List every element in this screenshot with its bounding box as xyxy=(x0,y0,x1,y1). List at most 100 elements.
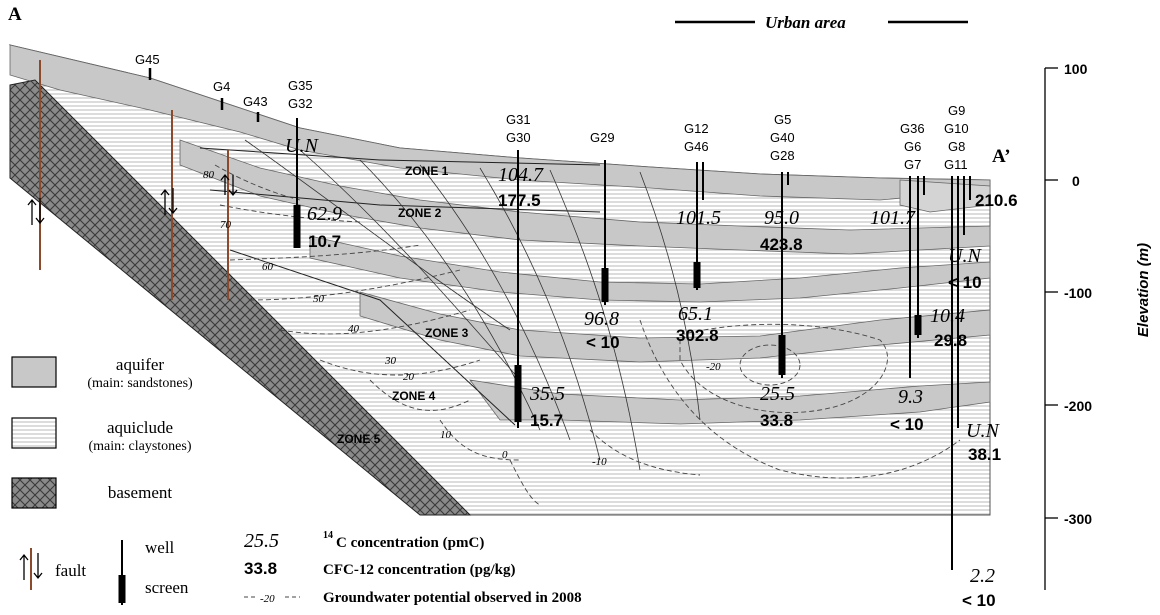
c14-value: 95.0 xyxy=(764,207,799,229)
c14-value: 96.8 xyxy=(584,308,619,330)
well-id: G12 xyxy=(684,121,709,136)
well-lines xyxy=(148,68,971,570)
fault-lines xyxy=(39,60,229,300)
legend-fault-label: fault xyxy=(55,561,86,580)
contour-label: 70 xyxy=(220,219,232,231)
elev-tick-m100: -100 xyxy=(1064,285,1092,301)
elev-tick-m300: -300 xyxy=(1064,511,1092,527)
zone-boundaries xyxy=(199,147,601,426)
cfc-value: 29.8 xyxy=(934,331,967,350)
well-id: G4 xyxy=(213,79,230,94)
cfc-value: 423.8 xyxy=(760,235,803,254)
well-id: G10 xyxy=(944,121,969,136)
contour-label: 20 xyxy=(403,371,415,383)
c14-value: 65.1 xyxy=(678,303,713,325)
urban-area-label: Urban area xyxy=(765,13,846,32)
cfc-value: 177.5 xyxy=(498,191,541,210)
contour-label: -20 xyxy=(706,361,721,373)
legend: aquifer (main: sandstones) aquiclude (ma… xyxy=(11,355,582,606)
legend-basement-swatch xyxy=(11,477,57,509)
c14-value: 104.7 xyxy=(498,164,544,186)
well-id: G5 xyxy=(774,112,791,127)
contour-label: 0 xyxy=(502,449,508,461)
cfc-value: < 10 xyxy=(948,273,982,292)
legend-well-label: well xyxy=(145,538,175,557)
c14-value: U.N xyxy=(948,245,982,267)
well-id: G40 xyxy=(770,130,795,145)
legend-basement-label: basement xyxy=(108,483,172,502)
legend-aquiclude-swatch xyxy=(11,417,57,449)
well-id: G11 xyxy=(944,157,968,172)
legend-c14-label: C concentration (pmC) xyxy=(336,535,484,551)
zone-5-label: ZONE 5 xyxy=(337,432,381,446)
c14-value: 9.3 xyxy=(898,386,923,408)
c14-value: U.N xyxy=(285,135,319,157)
cfc-value: < 10 xyxy=(962,591,996,610)
legend-cfc-example: 33.8 xyxy=(244,559,277,578)
well-id: G28 xyxy=(770,148,795,163)
c14-value: 25.5 xyxy=(760,383,795,405)
legend-aquiclude-sub: (main: claystones) xyxy=(88,439,191,454)
contour-label: 50 xyxy=(313,293,325,305)
c14-value: 101.5 xyxy=(676,207,721,229)
zone-2-label: ZONE 2 xyxy=(398,206,442,220)
contour-label: -10 xyxy=(592,456,607,468)
contour-label: 30 xyxy=(384,355,397,367)
well-id: G8 xyxy=(948,139,965,154)
c14-value: 101.7 xyxy=(870,207,916,229)
cfc-value: 38.1 xyxy=(968,445,1001,464)
well-id: G29 xyxy=(590,130,615,145)
c14-value: 35.5 xyxy=(529,383,565,405)
legend-cfc-label: CFC-12 concentration (pg/kg) xyxy=(323,562,515,578)
cfc-value: 302.8 xyxy=(676,326,719,345)
elev-tick-0: 0 xyxy=(1072,173,1080,189)
cfc-value: < 10 xyxy=(586,333,620,352)
legend-c14-sup: 14 xyxy=(323,530,333,541)
well-id: G36 xyxy=(900,121,925,136)
well-id: G6 xyxy=(904,139,921,154)
zone-1-label: ZONE 1 xyxy=(405,164,449,178)
legend-aquifer-sub: (main: sandstones) xyxy=(87,376,193,391)
well-id: G45 xyxy=(135,52,160,67)
zone-4-label: ZONE 4 xyxy=(392,389,436,403)
legend-gw-label: Groundwater potential observed in 2008 xyxy=(323,590,582,606)
section-start-label: A xyxy=(8,4,22,25)
contour-label: 80 xyxy=(203,169,215,181)
legend-aquifer-swatch xyxy=(11,356,57,388)
potential-contours xyxy=(214,164,961,506)
well-id: G35 xyxy=(288,78,313,93)
legend-aquiclude-label: aquiclude xyxy=(107,418,173,437)
legend-fault-icon xyxy=(19,548,43,590)
elevation-axis-label: Elevation (m) xyxy=(1135,243,1152,337)
well-id: G31 xyxy=(506,112,531,127)
c14-value: 62.9 xyxy=(307,203,342,225)
cfc-value: 10.7 xyxy=(308,232,341,251)
c14-value: 10.4 xyxy=(930,305,965,327)
basement-wedge xyxy=(9,79,472,516)
well-id: G46 xyxy=(684,139,709,154)
legend-gw-example: -20 xyxy=(260,593,275,605)
legend-c14-example: 25.5 xyxy=(244,530,279,552)
flow-lines xyxy=(244,139,701,471)
well-id: G32 xyxy=(288,96,313,111)
legend-screen-label: screen xyxy=(145,578,189,597)
c14-value: 2.2 xyxy=(970,565,995,587)
contour-label: 10 xyxy=(440,429,452,441)
cfc-value: < 10 xyxy=(890,415,924,434)
section-end-label: A’ xyxy=(992,146,1011,167)
well-id: G30 xyxy=(506,130,531,145)
elevation-axis xyxy=(1044,67,1058,590)
well-id: G43 xyxy=(243,94,268,109)
well-id: G9 xyxy=(948,103,965,118)
legend-aquifer-label: aquifer xyxy=(116,355,164,374)
c14-value: U.N xyxy=(966,420,1000,442)
zone-3-label: ZONE 3 xyxy=(425,326,469,340)
contour-label: 40 xyxy=(348,323,360,335)
well-id: G7 xyxy=(904,157,921,172)
cfc-value: 210.6 xyxy=(975,191,1018,210)
elev-tick-100: 100 xyxy=(1064,61,1088,77)
contour-label: 60 xyxy=(262,261,274,273)
cfc-value: 15.7 xyxy=(530,411,563,430)
fault-symbols xyxy=(27,173,238,225)
